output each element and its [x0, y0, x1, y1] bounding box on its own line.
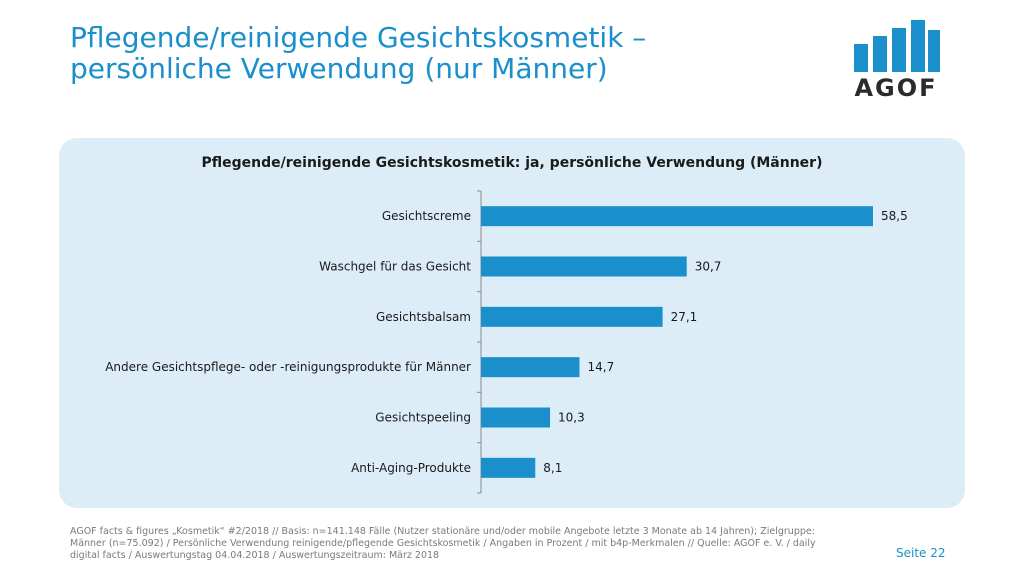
agof-logo-text: AGOF — [854, 74, 938, 102]
footnote-line3: digital facts / Auswertungstag 04.04.201… — [70, 550, 440, 561]
value-label: 14,7 — [588, 360, 615, 374]
bar — [481, 206, 873, 227]
value-label: 10,3 — [558, 411, 585, 425]
page-number: Seite 22 — [896, 546, 946, 560]
category-label: Anti-Aging-Produkte — [351, 461, 471, 475]
agof-logo: AGOF — [850, 16, 942, 102]
category-label: Waschgel für das Gesicht — [319, 260, 471, 274]
bar — [481, 357, 580, 378]
agof-logo-bars — [854, 20, 940, 72]
footnote-line2: Männer (n=75.092) / Persönliche Verwendu… — [70, 538, 816, 549]
value-label: 27,1 — [671, 310, 698, 324]
bar — [481, 256, 687, 277]
footnote-line1: AGOF facts & figures „Kosmetik“ #2/2018 … — [70, 526, 815, 537]
page-title-line2: persönliche Verwendung (nur Männer) — [70, 52, 608, 85]
category-label: Gesichtspeeling — [375, 411, 471, 425]
bar — [481, 306, 663, 327]
value-label: 58,5 — [881, 209, 908, 223]
category-label: Gesichtscreme — [382, 209, 471, 223]
bar — [481, 407, 551, 428]
value-label: 8,1 — [543, 461, 562, 475]
footnote: AGOF facts & figures „Kosmetik“ #2/2018 … — [70, 526, 880, 562]
value-label: 30,7 — [695, 260, 722, 274]
page-title: Pflegende/reinigende Gesichtskosmetik – … — [70, 22, 770, 84]
category-label: Gesichtsbalsam — [376, 310, 471, 324]
chart-title: Pflegende/reinigende Gesichtskosmetik: j… — [201, 155, 823, 171]
bar — [481, 457, 536, 478]
category-label: Andere Gesichtspflege- oder -reinigungsp… — [105, 360, 471, 374]
page-title-line1: Pflegende/reinigende Gesichtskosmetik – — [70, 21, 647, 54]
